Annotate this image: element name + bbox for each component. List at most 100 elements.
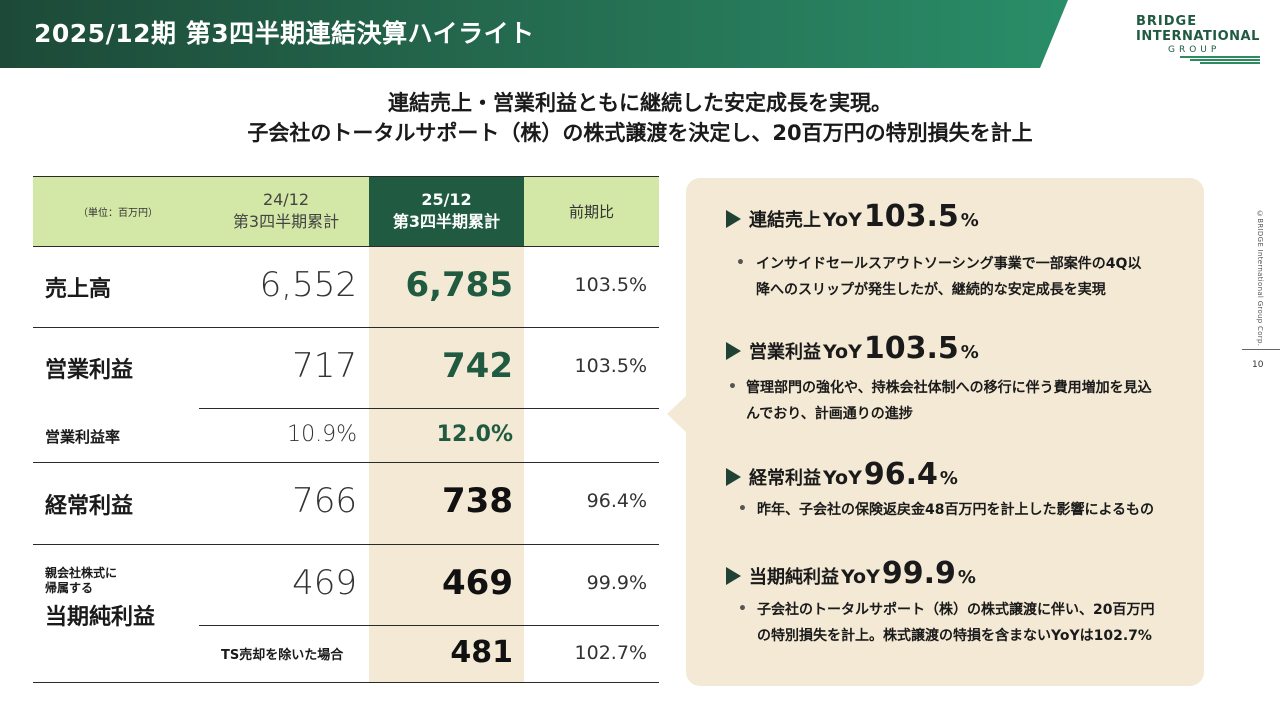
company-logo: BRIDGE INTERNATIONAL GROUP [1120,12,1265,64]
headline-line-1: 連結売上・営業利益ともに継続した安定成長を実現。 [388,91,892,115]
triangle-bullet-icon [726,567,741,585]
logo-text-bridge: BRIDGE [1136,14,1198,29]
logo-text-group: GROUP [1168,45,1221,55]
highlight-percent: % [939,468,958,489]
highlight-value: 103.5 [863,331,959,366]
highlight-name: 営業利益 [749,342,821,363]
highlight-name: 経常利益 [749,468,821,489]
page-number-rule [1242,349,1280,350]
note-line: 管理部門の強化や、持株会社体制への移行に伴う費用増加を見込 [746,380,1152,396]
excluding-ts-sale-cur: 481 [450,635,513,670]
net-income-prev: 469 [292,563,357,603]
table-bottom-rule [33,682,659,683]
header-cur-period: 25/12 第3四半期累計 [369,176,524,246]
note-line: んでおり、計画通りの進捗 [746,406,913,422]
highlight-yoy-label: YoY [823,209,862,231]
logo-text-international: INTERNATIONAL [1136,29,1260,44]
highlight-value: 96.4 [863,457,938,492]
row-label-operating-profit: 営業利益 [45,358,134,383]
sales-yoy: 103.5% [574,274,647,296]
header-yoy: 前期比 [524,176,659,246]
ordinary-profit-yoy: 96.4% [586,490,647,512]
excluding-ts-sale-yoy: 102.7% [574,642,647,664]
operating-margin-cur: 12.0% [436,422,513,447]
operating-profit-yoy: 103.5% [574,355,647,377]
row-label-excluding-ts-sale: TS売却を除いた場合 [221,648,344,663]
triangle-bullet-icon [726,342,741,360]
highlight-net-income-title: 当期純利益 YoY 99.9 % [726,556,976,591]
row-label-operating-margin: 営業利益率 [45,428,121,446]
highlight-yoy-label: YoY [823,467,862,489]
highlight-operating-profit-title: 営業利益 YoY 103.5 % [726,331,979,366]
copyright-notice: ©BRIDGE International Group Corp. [1256,210,1264,347]
page-number: 10 [1252,360,1264,370]
sales-cur: 6,785 [405,265,513,305]
header-prev-period: 24/12 第3四半期累計 [203,176,369,246]
highlight-name: 連結売上 [749,210,821,231]
row-divider [33,246,659,247]
row-label-net-income-prefix: 親会社株式に 帰属する [45,566,117,596]
bullet-dot: • [728,379,737,395]
table-header-current-bg [369,176,524,246]
highlight-sales-note: インサイドセールスアウトソーシング事業で一部案件の4Q以 降へのスリップが発生し… [756,251,1141,303]
note-line: 昨年、子会社の保険返戻金48百万円を計上した影響によるもの [757,502,1155,518]
row-label-ordinary-profit: 経常利益 [45,494,134,519]
operating-profit-prev: 717 [292,346,357,386]
prev-period-label: 第3四半期累計 [232,212,340,231]
bullet-dot: • [736,255,745,271]
unit-label: （単位：百万円） [78,207,158,219]
row-label-sales: 売上高 [45,277,112,302]
net-income-cur: 469 [442,563,513,603]
headline: 連結売上・営業利益ともに継続した安定成長を実現。 子会社のトータルサポート（株）… [0,88,1280,148]
note-line: インサイドセールスアウトソーシング事業で一部案件の4Q以 [756,256,1142,272]
prev-period-year: 24/12 [262,190,310,209]
highlight-value: 99.9 [881,556,956,591]
header-bar: 2025/12期 第3四半期連結決算ハイライト BRIDGE INTERNATI… [0,0,1280,68]
bullet-dot: • [738,501,747,517]
triangle-bullet-icon [726,468,741,486]
results-table: （単位：百万円） 24/12 第3四半期累計 25/12 第3四半期累計 前期比… [33,176,659,683]
page-title: 2025/12期 第3四半期連結決算ハイライト [34,19,535,48]
operating-margin-prev: 10.9% [287,422,357,447]
table-header-row [33,176,659,246]
table-top-rule [33,176,659,177]
operating-profit-cur: 742 [442,346,513,386]
current-period-column-bg [369,176,524,683]
row-label-net-income: 当期純利益 [45,605,156,630]
note-line: 子会社のトータルサポート（株）の株式譲渡に伴い、20百万円 [757,602,1155,618]
highlight-sales-title: 連結売上 YoY 103.5 % [726,199,979,234]
highlight-ordinary-profit-note: 昨年、子会社の保険返戻金48百万円を計上した影響によるもの [757,497,1154,523]
note-line: 降へのスリップが発生したが、継続的な安定成長を実現 [756,282,1106,298]
yoy-header-label: 前期比 [568,202,614,221]
row-divider [33,327,659,328]
cur-period-year: 25/12 [421,190,472,209]
net-income-prefix-line-2: 帰属する [45,581,94,595]
ordinary-profit-cur: 738 [442,481,513,521]
highlight-percent: % [957,567,976,588]
highlights-panel [686,178,1204,686]
sales-prev: 6,552 [259,265,357,305]
net-income-prefix-line-1: 親会社株式に [45,566,118,580]
highlight-percent: % [960,342,979,363]
cur-period-label: 第3四半期累計 [392,212,501,231]
highlight-percent: % [960,210,979,231]
highlight-yoy-label: YoY [841,566,880,588]
panel-pointer [667,395,687,433]
highlight-name: 当期純利益 [749,567,839,588]
row-divider [33,462,659,463]
highlight-value: 103.5 [863,199,959,234]
net-income-yoy: 99.9% [586,572,647,594]
note-line: の特別損失を計上。株式譲渡の特損を含まないYoYは102.7% [757,628,1152,644]
row-divider [199,408,659,409]
row-divider [33,544,659,545]
logo-stripes-icon [1180,56,1260,64]
highlight-net-income-note: 子会社のトータルサポート（株）の株式譲渡に伴い、20百万円 の特別損失を計上。株… [757,597,1154,649]
bullet-dot: • [738,601,747,617]
headline-line-2: 子会社のトータルサポート（株）の株式譲渡を決定し、20百万円の特別損失を計上 [247,121,1033,145]
ordinary-profit-prev: 766 [292,481,357,521]
highlight-operating-profit-note: 管理部門の強化や、持株会社体制への移行に伴う費用増加を見込 んでおり、計画通りの… [746,375,1152,427]
highlight-yoy-label: YoY [823,341,862,363]
row-divider [199,625,659,626]
triangle-bullet-icon [726,210,741,228]
highlight-ordinary-profit-title: 経常利益 YoY 96.4 % [726,457,958,492]
